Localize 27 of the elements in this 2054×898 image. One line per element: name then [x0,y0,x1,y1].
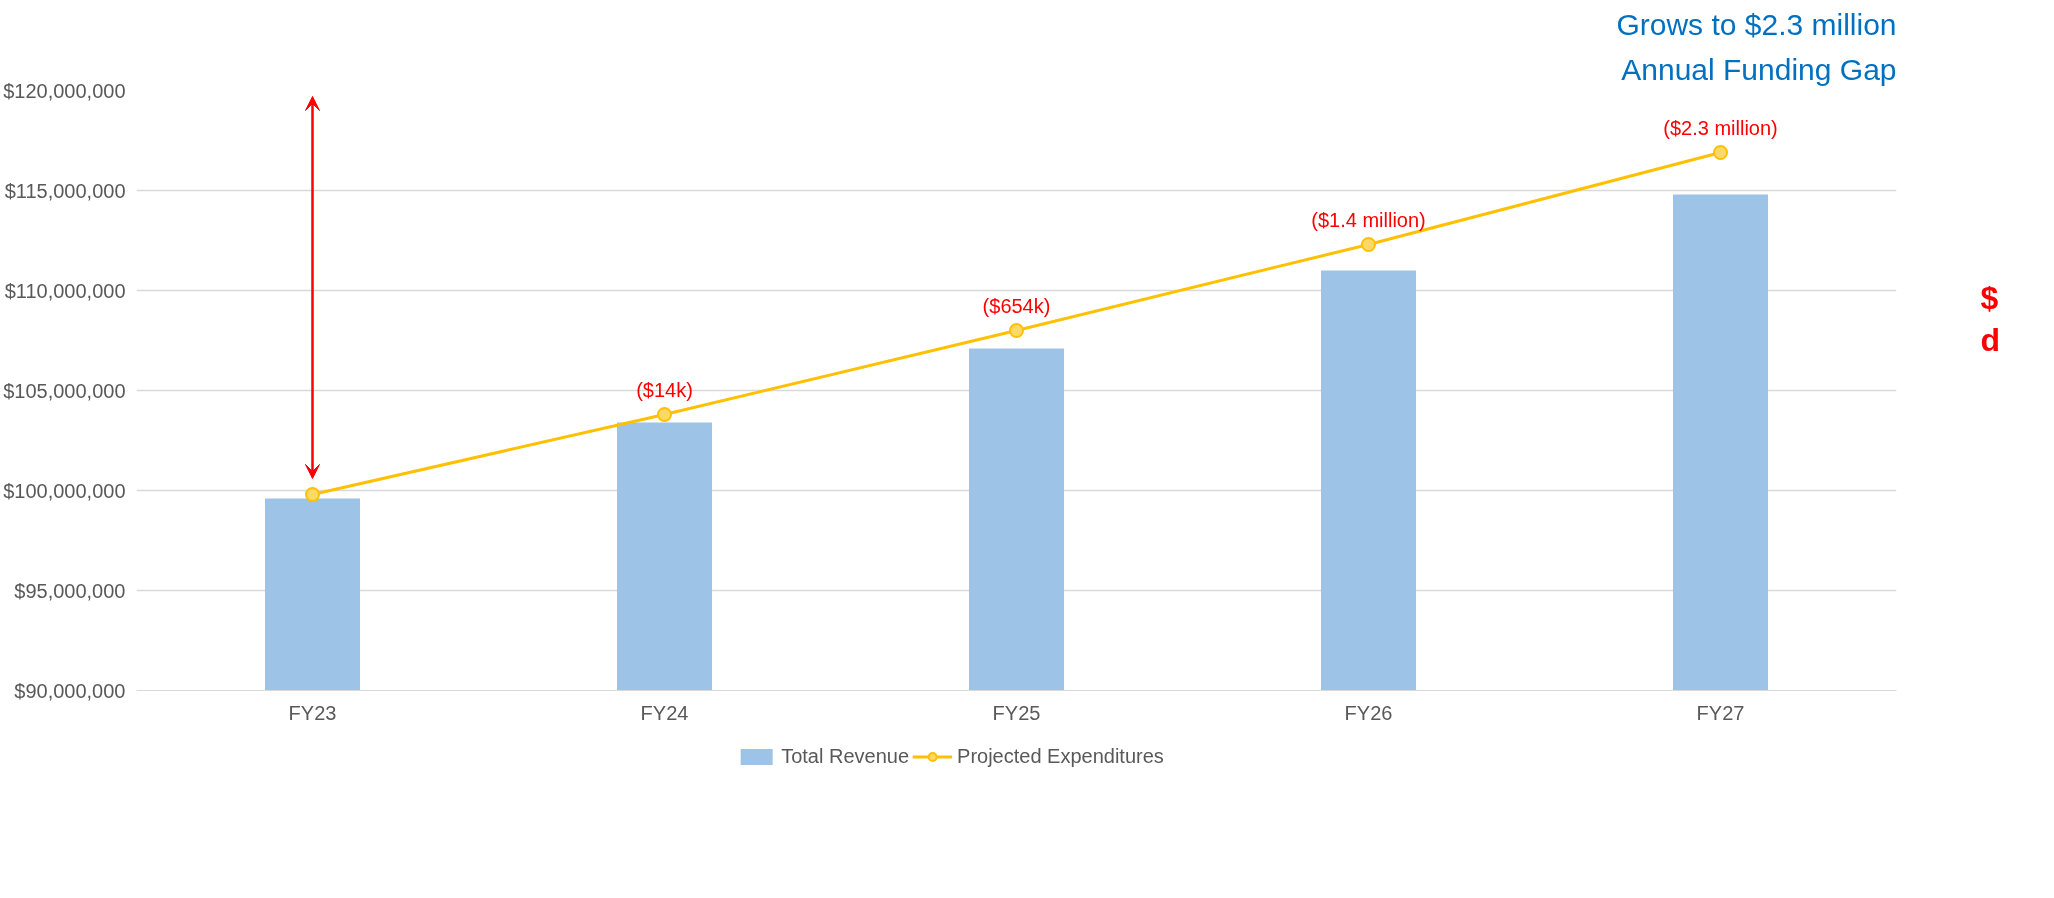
y-tick-label: $120,000,000 [3,79,126,102]
y-tick-label: $90,000,000 [14,679,126,702]
chart-subtitle: Annual Funding Gap [1621,52,1897,86]
chart-title: Grows to $2.3 million [1616,7,1897,41]
y-tick-label: $105,000,000 [3,379,126,402]
y-tick-label: $115,000,000 [4,179,126,202]
y-tick-label: $95,000,000 [14,579,126,602]
point [1713,145,1728,160]
point [1009,323,1024,338]
legend-label: Projected Expenditures [957,744,1164,768]
y-tick-label: $100,000,000 [3,479,126,502]
text: d [1980,321,2001,358]
point [1361,237,1376,252]
x-tick-label: FY26 [1344,701,1393,724]
point [657,407,672,422]
annotation: ($14k) [636,378,693,401]
x-tick-label: FY24 [640,701,689,724]
x-tick-label: FY27 [1696,701,1745,724]
point [305,487,320,502]
text: $ [1980,280,1999,317]
y-tick-label: $110,000,000 [4,279,126,302]
annotation: ($654k) [982,294,1051,317]
legend-label: Total Revenue [781,744,910,768]
x-tick-label: FY25 [992,701,1041,724]
annotation: ($2.3 million) [1663,116,1778,139]
x-tick-label: FY23 [288,701,337,724]
annotation: ($1.4 million) [1311,208,1426,231]
